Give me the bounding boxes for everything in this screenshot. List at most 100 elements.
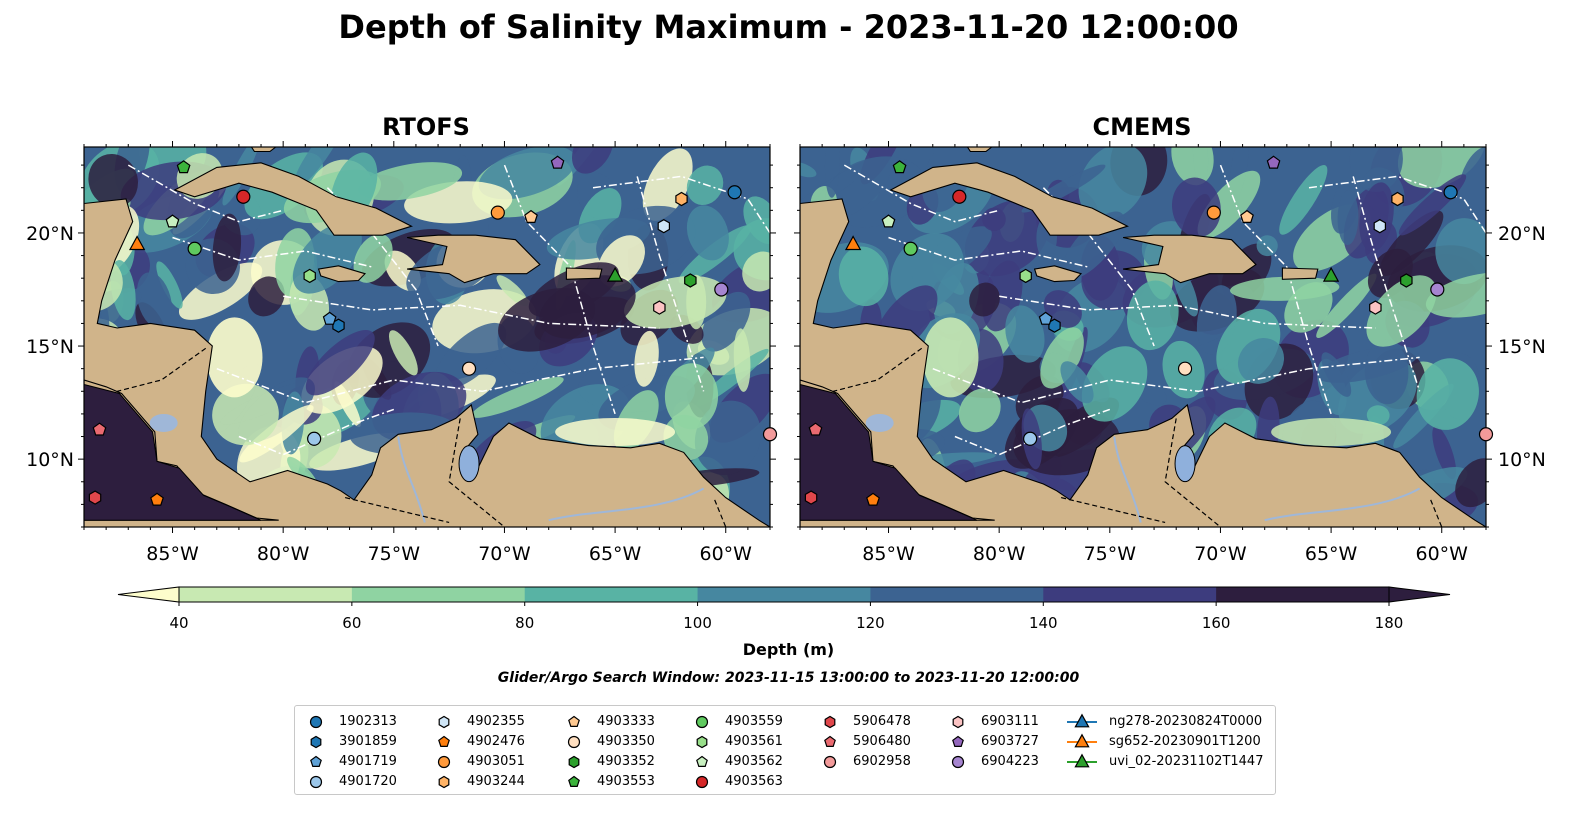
x-tick-label: 75°W <box>368 543 421 565</box>
colorbar-extend-min <box>117 586 180 603</box>
salinity-depth-blob <box>1337 190 1359 245</box>
legend-label: ng278-20230824T0000 <box>1109 714 1263 729</box>
salinity-depth-blob <box>1366 405 1390 426</box>
marker-6903111 <box>1369 300 1382 315</box>
lake-maracaibo <box>1174 445 1196 483</box>
salinity-depth-blob <box>982 207 1006 232</box>
land-jamaica <box>1033 265 1083 283</box>
x-tick-label: 80°W <box>257 543 310 565</box>
marker-4903553 <box>892 160 907 174</box>
salinity-depth-blob <box>1172 177 1221 238</box>
marker-5906480 <box>808 422 823 436</box>
land-cuba <box>173 162 413 236</box>
marker-4902355 <box>657 219 671 234</box>
legend-swatch <box>951 755 965 769</box>
salinity-depth-blob <box>305 329 375 396</box>
salinity-depth-blob <box>825 156 926 228</box>
map-frame <box>83 146 771 528</box>
colorbar-tick-label: 80 <box>515 614 534 632</box>
marker-4903563 <box>236 189 251 204</box>
marker-5906478 <box>88 490 102 505</box>
eez-boundary <box>216 356 704 404</box>
y-tick-label: 20°N <box>26 223 74 245</box>
legend-swatch <box>952 735 964 747</box>
salinity-depth-blob <box>1043 290 1082 328</box>
marker-uvi_02-20231102T1447 <box>1322 266 1340 282</box>
legend-swatch <box>1067 753 1097 768</box>
x-tick-label: 80°W <box>973 543 1026 565</box>
y-tick-label: 15°N <box>26 336 74 358</box>
map-panel-cmems: 85°W 80°W 75°W 70°W 65°W 60°W 20°N 15°N 10°N <box>794 141 1546 565</box>
salinity-depth-blob <box>1279 165 1328 235</box>
colorbar-tick-label: 180 <box>1375 614 1404 632</box>
salinity-depth-blob <box>969 282 1000 317</box>
legend-marker <box>695 715 709 729</box>
legend-label: 4902476 <box>467 734 525 749</box>
y-tick-label: 20°N <box>1498 223 1546 245</box>
salinity-depth-blob <box>934 263 979 335</box>
marker-6902958 <box>762 427 778 442</box>
river-orinoco <box>1264 487 1421 522</box>
salinity-depth-blob <box>1126 280 1179 351</box>
legend-marker <box>309 775 323 789</box>
eez-boundary <box>1308 175 1486 234</box>
legend-label: 4903350 <box>597 734 655 749</box>
legend-swatch <box>438 715 450 729</box>
legend-label: 4903244 <box>467 774 525 789</box>
legend-swatch <box>568 715 580 727</box>
salinity-depth-blob <box>1366 275 1437 347</box>
legend-label: 6904223 <box>981 754 1039 769</box>
salinity-depth-blob <box>293 147 344 189</box>
legend-marker <box>1074 753 1090 768</box>
river-orinoco <box>548 487 705 522</box>
colorbar-extend-max <box>1388 586 1451 603</box>
legend-swatch <box>438 735 450 747</box>
salinity-depth-blob <box>248 276 285 317</box>
marker-4903350 <box>1177 361 1193 376</box>
salinity-depth-blob <box>1284 282 1333 333</box>
x-tick-label: 60°W <box>1416 543 1469 565</box>
figure-title: Depth of Salinity Maximum - 2023-11-20 1… <box>338 8 1239 46</box>
legend-label: 4903559 <box>725 714 783 729</box>
eez-boundary <box>888 236 1088 268</box>
marker-6903111 <box>653 300 666 315</box>
marker-4902355 <box>1373 219 1387 234</box>
marker-4903559 <box>903 241 918 256</box>
marker-4903553 <box>176 160 191 174</box>
salinity-depth-blob <box>686 205 729 261</box>
pacific-ocean <box>800 383 978 521</box>
legend-label: 4903333 <box>597 714 655 729</box>
x-tick-label: 65°W <box>589 543 642 565</box>
salinity-depth-blob <box>824 147 840 198</box>
colorbar-frame <box>178 586 1390 603</box>
colorbar-tick-label: 100 <box>683 614 712 632</box>
land-hispaniola <box>406 234 541 284</box>
legend-label: 4901719 <box>339 754 397 769</box>
salinity-depth-blob <box>1005 305 1045 363</box>
legend-swatch <box>310 735 322 749</box>
marker-4902476 <box>150 492 164 506</box>
legend-swatch <box>309 775 323 789</box>
legend-label: 6903727 <box>981 734 1039 749</box>
land-puerto-rico <box>565 267 603 280</box>
legend-marker <box>438 715 450 729</box>
legend-marker <box>568 775 580 787</box>
legend-marker <box>823 755 837 769</box>
colorbar: 40 60 80 100 120 140 160 180 <box>117 586 1451 632</box>
legend-marker <box>695 775 709 789</box>
land-cuba <box>889 162 1129 236</box>
eez-boundary <box>932 356 1420 404</box>
legend-swatch <box>952 715 964 729</box>
colorbar-title: Depth (m) <box>742 640 835 659</box>
map-frame <box>799 146 1487 528</box>
marker-4903561 <box>1019 268 1032 284</box>
marker-4903561 <box>303 268 316 284</box>
land-florida-bahamas-hint <box>250 147 277 153</box>
legend-marker <box>952 735 964 747</box>
marker-4903333 <box>524 209 538 223</box>
salinity-depth-blob <box>1078 147 1148 221</box>
colorbar-tick-label: 60 <box>342 614 361 632</box>
legend-swatch <box>568 755 580 769</box>
marker-uvi_02-20231102T1447 <box>606 266 624 282</box>
